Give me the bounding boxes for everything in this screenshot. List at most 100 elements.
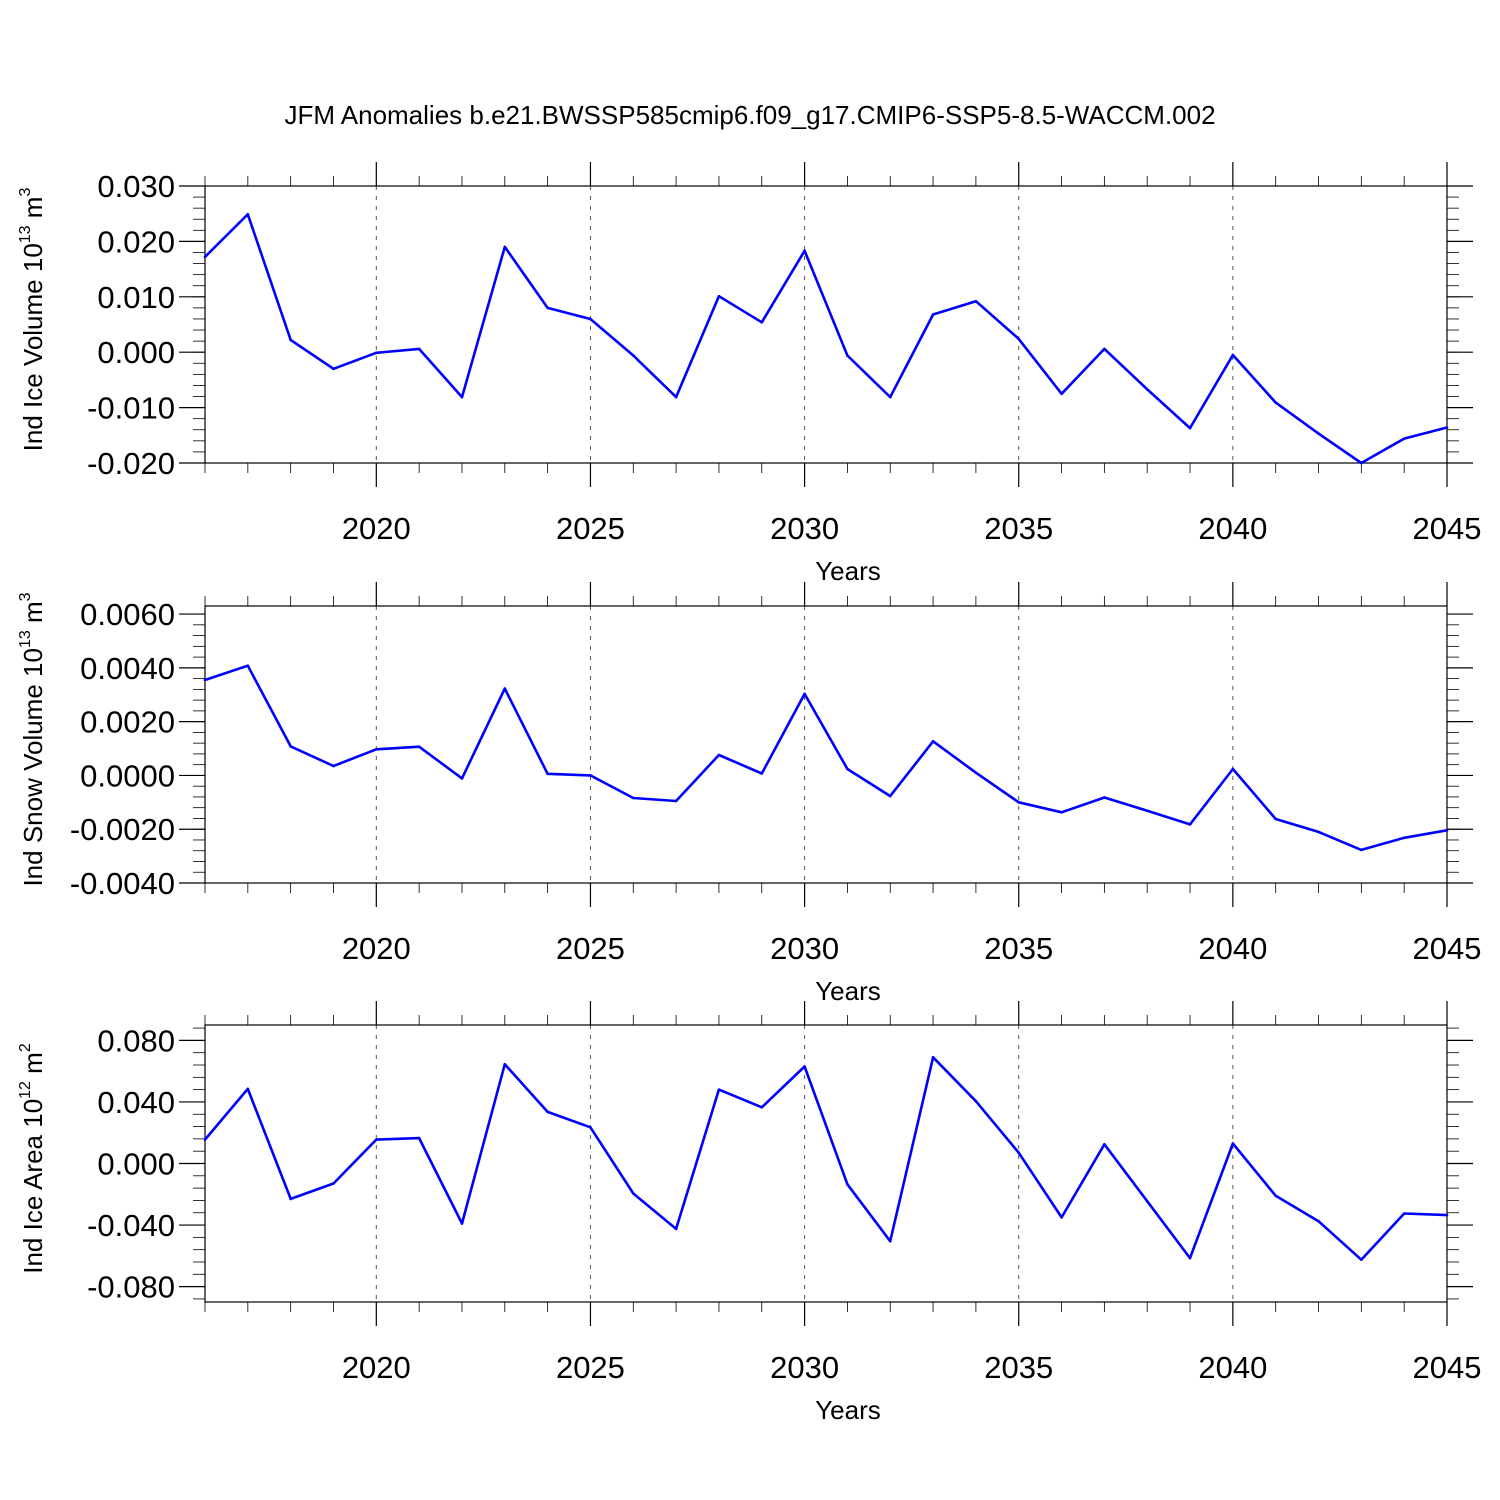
x-axis-title: Years — [815, 976, 881, 1006]
plot-frame — [204, 1024, 1448, 1303]
y-axis-title-unit-exponent: 2 — [17, 1043, 34, 1052]
data-point-2029 — [760, 320, 764, 324]
x-tick-label: 2020 — [342, 931, 411, 966]
panels: -0.020 -0.010 0.000 0.010 0.020 0.030 2020 2025… — [17, 162, 1481, 1425]
data-point-2016 — [203, 255, 207, 259]
plot-frame — [204, 605, 1448, 884]
data-point-2032 — [888, 1239, 892, 1243]
y-axis-title-unit-exponent: 3 — [17, 592, 34, 601]
data-point-2018 — [289, 745, 292, 748]
data-point-2020 — [375, 351, 378, 355]
y-tick-label: 0.0020 — [80, 705, 175, 740]
data-point-2041 — [1274, 817, 1277, 821]
data-point-2039 — [1188, 426, 1192, 430]
data-point-2026 — [631, 354, 635, 357]
data-point-2045 — [1445, 828, 1449, 832]
y-axis-title: Ind Snow Volume 1013 m3 — [17, 592, 48, 886]
data-point-2036 — [1060, 1216, 1063, 1219]
data-point-2044 — [1402, 1212, 1406, 1215]
data-point-2043 — [1360, 1258, 1363, 1261]
data-point-2038 — [1145, 388, 1149, 391]
x-axis-title: Years — [815, 1395, 881, 1425]
y-axis-title-unit-exponent: 3 — [17, 188, 34, 197]
data-point-2029 — [760, 1106, 764, 1109]
data-point-2043 — [1360, 461, 1363, 465]
data-point-2038 — [1145, 1199, 1149, 1203]
panel-3: -0.080 -0.040 0.000 0.040 0.080 2020 2025 2030 2… — [17, 1001, 1481, 1425]
data-point-2021 — [417, 347, 421, 351]
y-tick-label: 0.080 — [97, 1023, 175, 1058]
y-axis-title-text: Ind Snow Volume 10 — [18, 648, 48, 887]
data-point-2042 — [1317, 1219, 1320, 1223]
data-point-2034 — [974, 299, 978, 303]
data-point-2020 — [375, 1138, 378, 1141]
data-point-2032 — [888, 395, 892, 399]
data-point-2016 — [203, 678, 207, 682]
data-point-2018 — [289, 338, 292, 342]
data-point-2040 — [1231, 353, 1235, 357]
y-axis-title: Ind Ice Volume 1013 m3 — [17, 188, 48, 452]
y-tick-label: -0.040 — [87, 1208, 175, 1243]
x-tick-label: 2020 — [342, 1350, 411, 1385]
data-point-2033 — [931, 313, 935, 316]
data-point-2033 — [931, 739, 935, 743]
data-point-2044 — [1402, 437, 1406, 440]
data-point-2037 — [1103, 1142, 1106, 1146]
data-point-2031 — [846, 354, 849, 357]
data-point-2026 — [631, 1192, 635, 1195]
y-axis-title-text: Ind Ice Area 10 — [18, 1099, 48, 1274]
x-tick-label: 2045 — [1413, 1350, 1482, 1385]
data-point-2022 — [460, 395, 464, 399]
x-tick-label: 2035 — [984, 511, 1053, 546]
data-point-2034 — [974, 1099, 978, 1103]
data-point-2022 — [460, 1222, 464, 1225]
data-point-2031 — [846, 767, 849, 771]
panel-2: -0.0040 -0.0020 0.0000 0.0020 0.0040 0.0060 20… — [17, 582, 1481, 1006]
y-tick-label: 0.0060 — [80, 597, 175, 632]
y-tick-label: 0.030 — [97, 169, 175, 204]
data-point-2043 — [1360, 848, 1363, 852]
y-tick-label: -0.0020 — [70, 812, 175, 847]
data-point-2028 — [717, 294, 721, 298]
data-point-2024 — [546, 1110, 549, 1114]
panel-1: -0.020 -0.010 0.000 0.010 0.020 0.030 2020 2025… — [17, 162, 1481, 586]
y-tick-label: 0.010 — [97, 280, 175, 315]
x-tick-label: 2040 — [1198, 931, 1267, 966]
x-tick-label: 2025 — [556, 511, 625, 546]
x-tick-label: 2025 — [556, 931, 625, 966]
data-point-2040 — [1231, 1142, 1235, 1145]
data-point-2023 — [503, 687, 507, 690]
x-tick-label: 2035 — [984, 1350, 1053, 1385]
x-tick-label: 2030 — [770, 1350, 839, 1385]
y-tick-label: 0.020 — [97, 224, 175, 259]
data-point-2039 — [1188, 823, 1192, 826]
data-point-2027 — [674, 1227, 678, 1231]
y-axis-title-text: Ind Ice Volume 10 — [18, 243, 48, 451]
y-tick-label: 0.040 — [97, 1085, 175, 1120]
data-point-2030 — [803, 1065, 806, 1068]
x-tick-label: 2025 — [556, 1350, 625, 1385]
data-point-2030 — [803, 692, 806, 696]
data-point-2021 — [417, 1136, 421, 1140]
data-point-2019 — [332, 1182, 335, 1185]
y-tick-label: 0.000 — [97, 335, 175, 370]
data-point-2027 — [674, 799, 678, 803]
y-axis-title: Ind Ice Area 1012 m2 — [17, 1043, 48, 1274]
data-point-2034 — [974, 771, 978, 775]
x-tick-label: 2040 — [1198, 1350, 1267, 1385]
x-tick-label: 2030 — [770, 931, 839, 966]
data-point-2035 — [1017, 1151, 1021, 1155]
y-tick-label: -0.010 — [87, 391, 175, 426]
series-line — [204, 213, 1448, 465]
data-point-2016 — [203, 1138, 207, 1141]
y-tick-label: 0.0000 — [80, 758, 175, 793]
y-axis-title-unit: m — [18, 601, 48, 630]
y-axis-title-exponent: 13 — [17, 225, 34, 243]
data-point-2024 — [546, 306, 549, 310]
data-point-2041 — [1274, 1194, 1277, 1198]
data-point-2019 — [332, 367, 335, 371]
data-point-2037 — [1103, 796, 1106, 799]
data-point-2026 — [631, 796, 635, 800]
data-point-2045 — [1445, 426, 1449, 429]
